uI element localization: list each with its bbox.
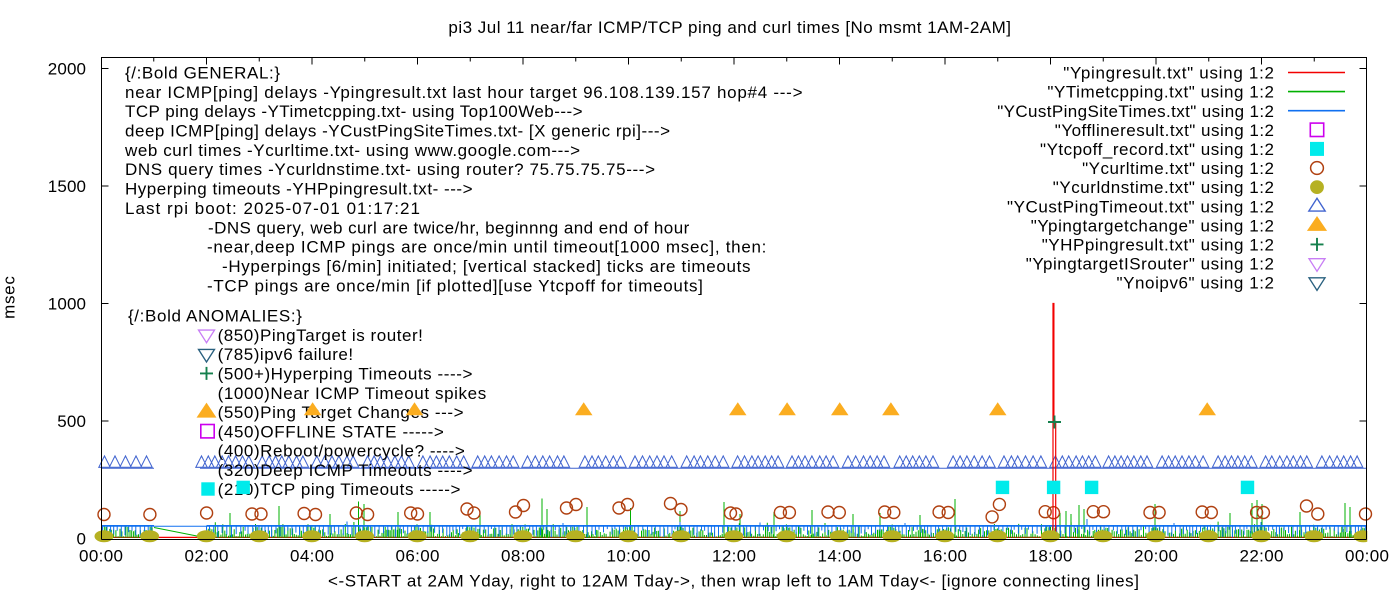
svg-text:(400)Reboot/powercycle? ---->: (400)Reboot/powercycle? ----> bbox=[218, 442, 465, 461]
svg-text:pi3 Jul 11 near/far ICMP/TCP: pi3 Jul 11 near/far ICMP/TCP ping and cu… bbox=[448, 18, 1011, 37]
svg-text:"Ynoipv6" using 1:2: "Ynoipv6" using 1:2 bbox=[1117, 274, 1275, 293]
svg-text:"Ycurldnstime.txt" using 1:2: "Ycurldnstime.txt" using 1:2 bbox=[1053, 178, 1274, 197]
svg-text:(850)PingTarget is router!: (850)PingTarget is router! bbox=[218, 326, 423, 345]
svg-text:00:00: 00:00 bbox=[1345, 547, 1389, 566]
svg-text:(500+)Hyperping Timeouts ---->: (500+)Hyperping Timeouts ----> bbox=[218, 365, 473, 384]
svg-text:(320)Deep ICMP Timeouts ---->: (320)Deep ICMP Timeouts ----> bbox=[218, 461, 473, 480]
svg-text:06:00: 06:00 bbox=[396, 547, 440, 566]
svg-text:-Hyperpings [6/min] initiated;: -Hyperpings [6/min] initiated; [vertical… bbox=[222, 257, 751, 276]
svg-text:04:00: 04:00 bbox=[290, 547, 334, 566]
svg-text:20:00: 20:00 bbox=[1134, 547, 1178, 566]
svg-text:(550)Ping Target Changes --->: (550)Ping Target Changes ---> bbox=[218, 403, 464, 422]
svg-text:08:00: 08:00 bbox=[501, 547, 545, 566]
svg-text:(450)OFFLINE STATE ----->: (450)OFFLINE STATE -----> bbox=[218, 422, 444, 441]
svg-text:22:00: 22:00 bbox=[1240, 547, 1284, 566]
svg-text:"Ycurltime.txt" using 1:2: "Ycurltime.txt" using 1:2 bbox=[1082, 159, 1274, 178]
svg-text:02:00: 02:00 bbox=[185, 547, 229, 566]
svg-text:"YHPpingresult.txt" using 1:2: "YHPpingresult.txt" using 1:2 bbox=[1042, 236, 1274, 255]
svg-text:(785)ipv6 failure!: (785)ipv6 failure! bbox=[218, 345, 354, 364]
svg-text:TCP ping delays -YTimetcpping.: TCP ping delays -YTimetcpping.txt- using… bbox=[125, 102, 583, 121]
svg-text:-TCP pings are once/min [if pl: -TCP pings are once/min [if plotted][use… bbox=[207, 276, 703, 295]
svg-text:10:00: 10:00 bbox=[607, 547, 651, 566]
svg-text:"YpingtargetISrouter" using 1:: "YpingtargetISrouter" using 1:2 bbox=[1026, 255, 1274, 274]
svg-text:"Ytcpoff_record.txt" using 1:2: "Ytcpoff_record.txt" using 1:2 bbox=[1040, 140, 1274, 159]
svg-text:"YCustPingSiteTimes.txt" using: "YCustPingSiteTimes.txt" using 1:2 bbox=[997, 102, 1274, 121]
svg-text:"Ypingtargetchange" using 1:2: "Ypingtargetchange" using 1:2 bbox=[1031, 216, 1274, 235]
svg-text:16:00: 16:00 bbox=[923, 547, 967, 566]
svg-text:00:00: 00:00 bbox=[79, 547, 123, 566]
svg-text:web curl times -Ycurltime.txt-: web curl times -Ycurltime.txt- using www… bbox=[124, 141, 580, 160]
svg-text:msec: msec bbox=[0, 276, 19, 319]
svg-text:12:00: 12:00 bbox=[712, 547, 756, 566]
svg-text:DNS query times -Ycurldnstime.: DNS query times -Ycurldnstime.txt- using… bbox=[125, 160, 655, 179]
svg-text:deep ICMP[ping] delays -YCustP: deep ICMP[ping] delays -YCustPingSiteTim… bbox=[125, 122, 670, 141]
svg-text:Hyperping timeouts -YHPpingres: Hyperping timeouts -YHPpingresult.txt- -… bbox=[125, 180, 473, 199]
svg-text:18:00: 18:00 bbox=[1029, 547, 1073, 566]
svg-text:2000: 2000 bbox=[48, 60, 86, 79]
svg-text:(1000)Near ICMP Timeout spikes: (1000)Near ICMP Timeout spikes bbox=[218, 384, 487, 403]
svg-text:500: 500 bbox=[57, 412, 86, 431]
svg-text:"YTimetcpping.txt" using 1:2: "YTimetcpping.txt" using 1:2 bbox=[1047, 83, 1274, 102]
svg-text:"Yofflineresult.txt" using 1:2: "Yofflineresult.txt" using 1:2 bbox=[1055, 121, 1274, 140]
svg-text:<-START at 2AM Yday, right to: <-START at 2AM Yday, right to 12AM Tday-… bbox=[328, 571, 1139, 590]
svg-text:14:00: 14:00 bbox=[818, 547, 862, 566]
svg-text:1000: 1000 bbox=[48, 295, 86, 314]
svg-text:"YCustPingTimeout.txt" using 1: "YCustPingTimeout.txt" using 1:2 bbox=[1007, 197, 1274, 216]
svg-text:1500: 1500 bbox=[48, 177, 86, 196]
svg-text:Last rpi boot: 2025-07-01 01:1: Last rpi boot: 2025-07-01 01:17:21 bbox=[125, 199, 420, 218]
svg-text:-near,deep ICMP pings are once: -near,deep ICMP pings are once/min until… bbox=[207, 238, 766, 257]
svg-text:0: 0 bbox=[77, 530, 86, 549]
svg-text:{/:Bold ANOMALIES:}: {/:Bold ANOMALIES:} bbox=[128, 307, 302, 326]
svg-text:{/:Bold GENERAL:}: {/:Bold GENERAL:} bbox=[125, 64, 280, 83]
svg-text:-DNS query, web curl are twice: -DNS query, web curl are twice/hr, begin… bbox=[208, 218, 690, 237]
svg-text:(210)TCP ping Timeouts ----->: (210)TCP ping Timeouts -----> bbox=[218, 480, 461, 499]
svg-text:near ICMP[ping] delays -Ypingr: near ICMP[ping] delays -Ypingresult.txt … bbox=[125, 83, 803, 102]
svg-text:"Ypingresult.txt" using 1:2: "Ypingresult.txt" using 1:2 bbox=[1063, 64, 1274, 83]
